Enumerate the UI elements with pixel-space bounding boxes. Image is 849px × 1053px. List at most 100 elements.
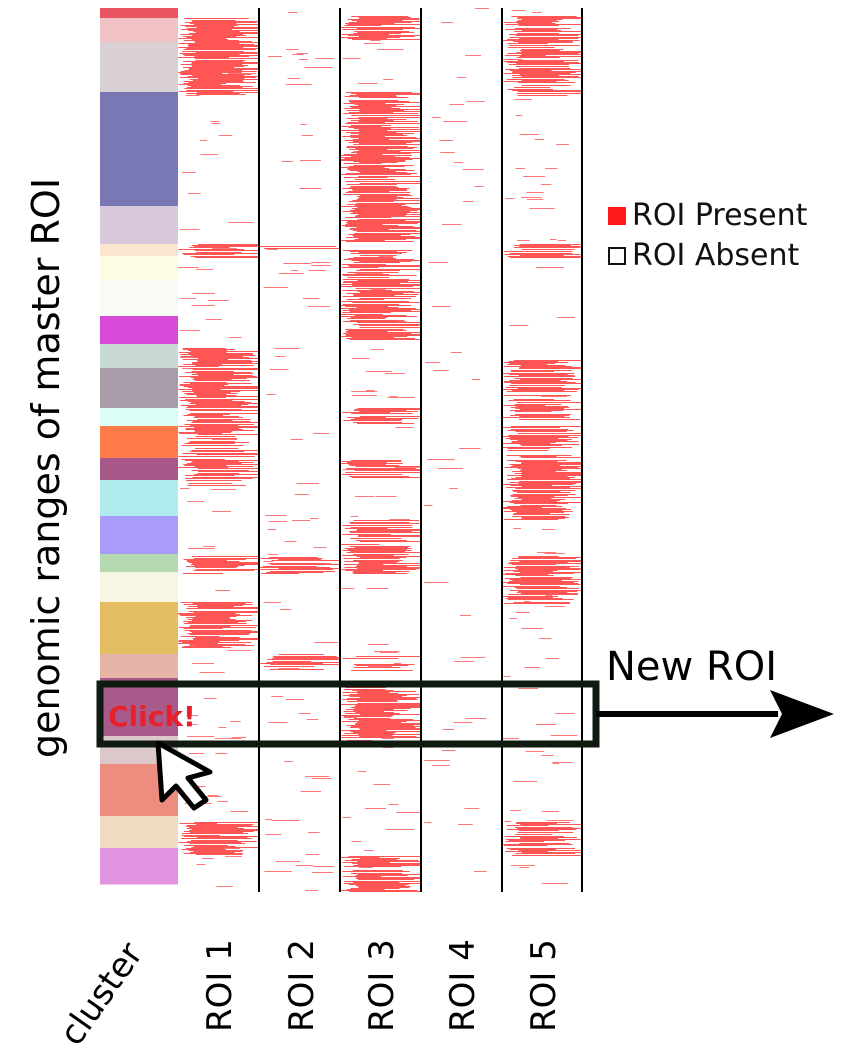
presence-mark: [260, 558, 323, 559]
presence-mark: [353, 285, 421, 286]
presence-mark: [193, 357, 250, 358]
presence-mark: [356, 691, 416, 692]
presence-mark: [515, 853, 576, 854]
new-roi-label: New ROI: [606, 644, 778, 690]
presence-mark: [510, 496, 555, 497]
presence-mark: [308, 306, 331, 307]
presence-mark: [521, 49, 564, 50]
presence-mark: [510, 407, 570, 408]
presence-mark: [507, 460, 567, 461]
presence-mark: [347, 204, 406, 205]
presence-mark: [509, 257, 581, 258]
presence-mark: [228, 222, 254, 223]
presence-mark: [356, 151, 401, 152]
presence-mark: [178, 38, 227, 39]
presence-mark: [513, 513, 550, 514]
presence-mark: [180, 615, 253, 616]
presence-mark: [507, 256, 582, 257]
presence-mark: [193, 31, 240, 32]
presence-mark: [341, 735, 393, 736]
presence-mark: [359, 261, 412, 262]
presence-mark: [187, 633, 251, 634]
presence-mark: [346, 184, 397, 185]
presence-mark: [514, 31, 582, 32]
presence-mark: [515, 566, 575, 567]
cluster-band: [100, 316, 178, 345]
presence-mark: [504, 381, 568, 382]
presence-mark: [550, 735, 578, 736]
presence-mark: [201, 461, 226, 462]
presence-mark: [342, 275, 417, 276]
presence-mark: [351, 107, 392, 108]
presence-mark: [184, 18, 249, 19]
presence-mark: [510, 849, 556, 850]
presence-mark: [179, 400, 233, 401]
presence-mark: [503, 81, 557, 82]
presence-mark: [342, 699, 418, 700]
presence-mark: [187, 736, 215, 737]
presence-mark: [352, 395, 377, 396]
presence-mark: [186, 394, 227, 395]
presence-mark: [513, 528, 521, 529]
click-label[interactable]: Click!: [108, 700, 196, 733]
presence-mark: [354, 233, 421, 234]
presence-mark: [179, 73, 223, 74]
presence-mark: [507, 583, 579, 584]
presence-mark: [519, 429, 526, 430]
presence-mark: [188, 68, 259, 69]
presence-mark: [198, 358, 259, 359]
presence-mark: [178, 47, 244, 48]
presence-mark: [196, 454, 259, 455]
presence-mark: [517, 17, 582, 18]
presence-mark: [349, 891, 421, 892]
presence-mark: [278, 273, 304, 274]
presence-mark: [502, 447, 572, 448]
presence-mark: [345, 23, 395, 24]
presence-mark: [520, 593, 578, 594]
presence-mark: [516, 492, 571, 493]
presence-mark: [367, 644, 389, 645]
presence-mark: [521, 628, 543, 629]
presence-mark: [465, 718, 487, 719]
presence-mark: [340, 240, 385, 241]
presence-mark: [503, 73, 571, 74]
presence-mark: [513, 571, 553, 572]
presence-mark: [278, 568, 340, 569]
presence-mark: [353, 664, 415, 665]
presence-mark: [508, 594, 578, 595]
presence-mark: [512, 77, 582, 78]
presence-mark: [359, 119, 407, 120]
cluster-band: [100, 244, 178, 257]
presence-mark: [521, 30, 562, 31]
presence-mark: [358, 143, 407, 144]
presence-mark: [351, 670, 413, 671]
presence-mark: [519, 368, 582, 369]
presence-mark: [356, 28, 421, 29]
presence-mark: [265, 834, 282, 835]
presence-mark: [517, 440, 568, 441]
presence-mark: [395, 427, 414, 428]
presence-mark: [188, 350, 228, 351]
presence-mark: [263, 561, 274, 562]
presence-mark: [191, 35, 247, 36]
presence-mark: [191, 470, 249, 471]
presence-mark: [371, 349, 385, 350]
presence-mark: [503, 519, 559, 520]
presence-mark: [357, 874, 421, 875]
presence-mark: [546, 658, 560, 659]
presence-mark: [387, 397, 415, 398]
presence-mark: [519, 416, 565, 417]
presence-mark: [358, 36, 415, 37]
presence-mark: [515, 406, 568, 407]
presence-mark: [192, 390, 259, 391]
presence-mark: [373, 784, 391, 785]
presence-mark: [507, 599, 574, 600]
presence-mark: [506, 62, 580, 63]
presence-mark: [508, 581, 579, 582]
presence-mark: [340, 463, 403, 464]
presence-mark: [180, 354, 253, 355]
presence-mark: [515, 575, 554, 576]
presence-mark: [360, 251, 384, 252]
presence-mark: [343, 717, 357, 718]
